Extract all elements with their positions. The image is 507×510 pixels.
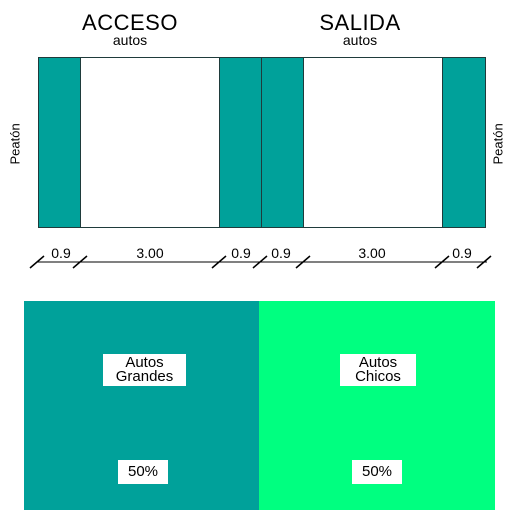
large-cars-label-line1: Autos xyxy=(125,354,164,371)
dim-acceso-left: 0.9 xyxy=(51,245,71,261)
salida-left-sidewalk xyxy=(261,57,305,228)
large-cars-percent: 50% xyxy=(118,460,168,484)
salida-roadway xyxy=(303,57,444,228)
large-cars-label-line2: Grandes xyxy=(115,368,174,385)
salida-subtitle: autos xyxy=(342,32,378,48)
dim-salida-right: 0.9 xyxy=(452,245,472,261)
acceso-title: ACCESO xyxy=(82,10,178,35)
small-cars-label: Autos Chicos xyxy=(340,354,416,386)
salida-right-sidewalk xyxy=(442,57,486,228)
dim-acceso-right: 0.9 xyxy=(231,245,251,261)
small-cars-percent: 50% xyxy=(352,460,402,484)
large-cars-label: Autos Grandes xyxy=(103,354,186,386)
acceso-roadway xyxy=(80,57,221,228)
dim-acceso-road: 3.00 xyxy=(136,245,164,261)
salida-title: SALIDA xyxy=(319,10,401,35)
acceso-subtitle: autos xyxy=(112,32,148,48)
small-cars-label-line2: Chicos xyxy=(355,368,401,385)
dim-salida-left: 0.9 xyxy=(271,245,291,261)
dim-salida-road: 3.00 xyxy=(358,245,386,261)
small-cars-label-line1: Autos xyxy=(358,354,398,371)
